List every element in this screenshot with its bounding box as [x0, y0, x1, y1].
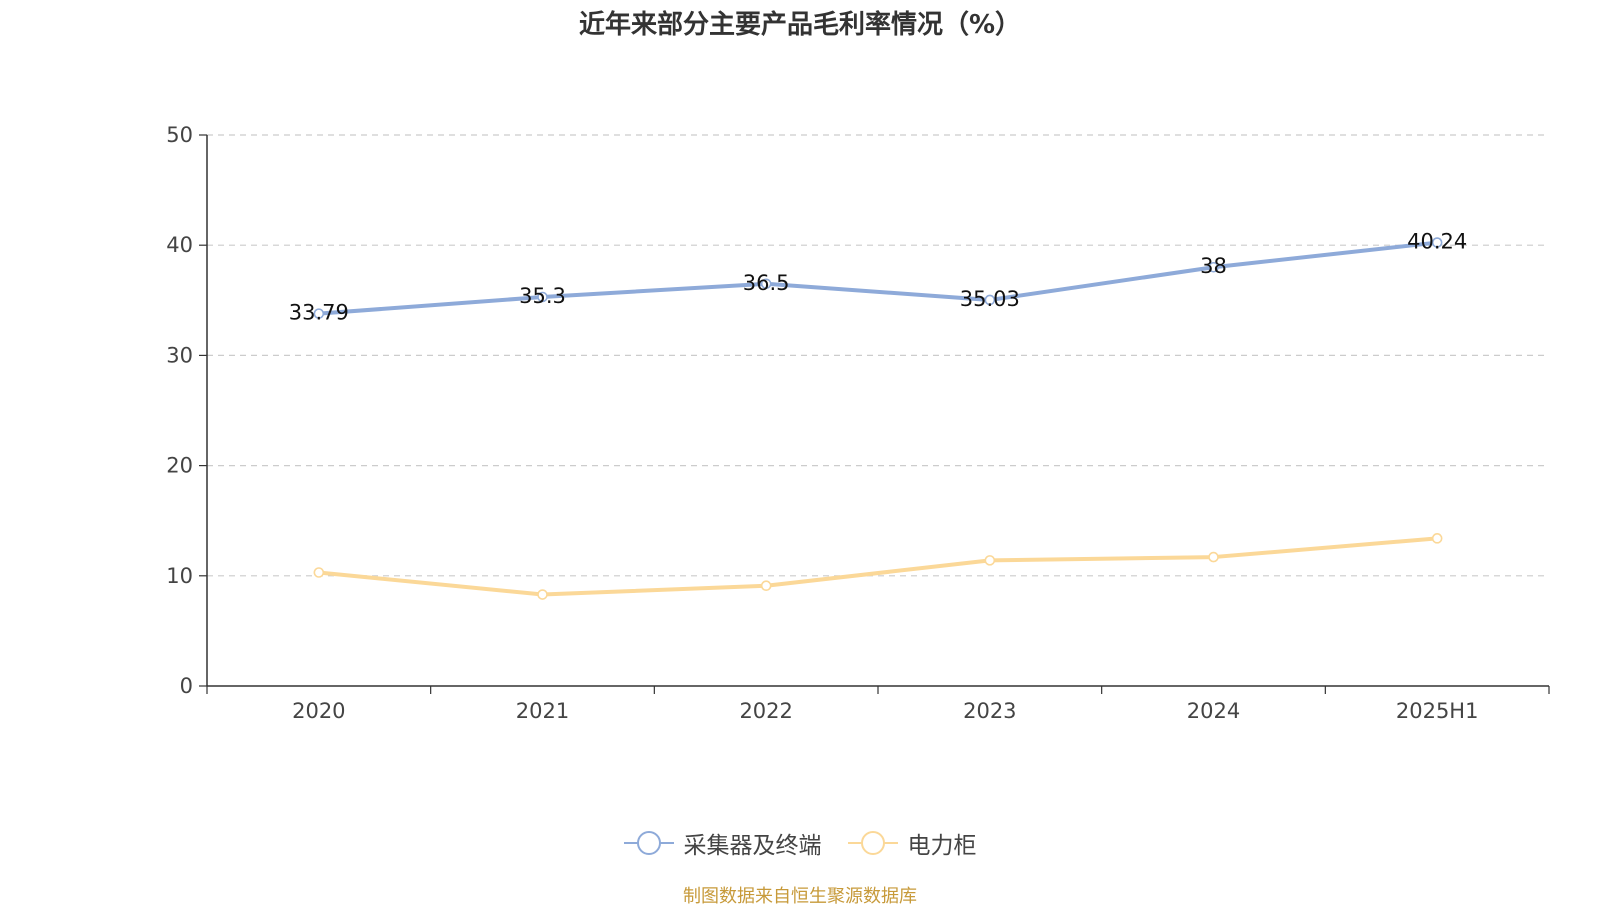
x-tick-label: 2025H1: [1396, 699, 1479, 723]
data-point: [313, 308, 325, 319]
x-tick-label: 2022: [739, 699, 792, 723]
data-point: [1431, 533, 1443, 544]
data-point: [1431, 237, 1443, 248]
data-point: [1208, 261, 1219, 273]
y-tick-label: 40: [166, 233, 193, 257]
data-point: [313, 567, 325, 578]
data-label: 38: [1200, 254, 1227, 278]
data-label: 40.24: [1407, 230, 1467, 254]
legend: 采集器及终端 电力柜: [0, 826, 1600, 860]
y-tick-label: 30: [166, 343, 193, 367]
x-tick-label: 2023: [963, 699, 1016, 723]
legend-label-series-1: 采集器及终端: [683, 833, 822, 859]
legend-marker-series-2: [847, 831, 898, 855]
legend-item-series-2[interactable]: 电力柜: [847, 826, 977, 860]
x-tick-label: 2021: [516, 699, 569, 723]
data-label: 33.79: [289, 301, 349, 325]
chart-title: 近年来部分主要产品毛利率情况（%）: [578, 10, 1022, 40]
legend-marker-series-1: [623, 831, 674, 855]
source-note: 制图数据来自恒生聚源数据库: [683, 886, 917, 907]
data-label: 35.3: [519, 284, 566, 308]
data-point: [1208, 551, 1219, 563]
data-point: [984, 555, 996, 566]
series-line-1: [318, 240, 1438, 316]
data-point: [760, 580, 772, 592]
legend-item-series-1[interactable]: 采集器及终端: [623, 826, 822, 860]
data-point: [537, 291, 548, 303]
data-point: [537, 589, 548, 600]
data-label: 36.5: [743, 271, 790, 295]
data-point: [984, 294, 996, 306]
y-tick-label: 10: [166, 564, 193, 588]
data-point: [760, 278, 772, 290]
y-tick-label: 50: [166, 123, 193, 147]
y-tick-label: 20: [166, 454, 193, 478]
legend-label-series-2: 电力柜: [907, 833, 977, 859]
x-tick-label: 2024: [1187, 699, 1240, 723]
series-line-2: [318, 536, 1438, 597]
x-tick-label: 2020: [292, 699, 345, 723]
data-label: 35.03: [960, 287, 1020, 311]
y-tick-label: 0: [180, 674, 193, 698]
